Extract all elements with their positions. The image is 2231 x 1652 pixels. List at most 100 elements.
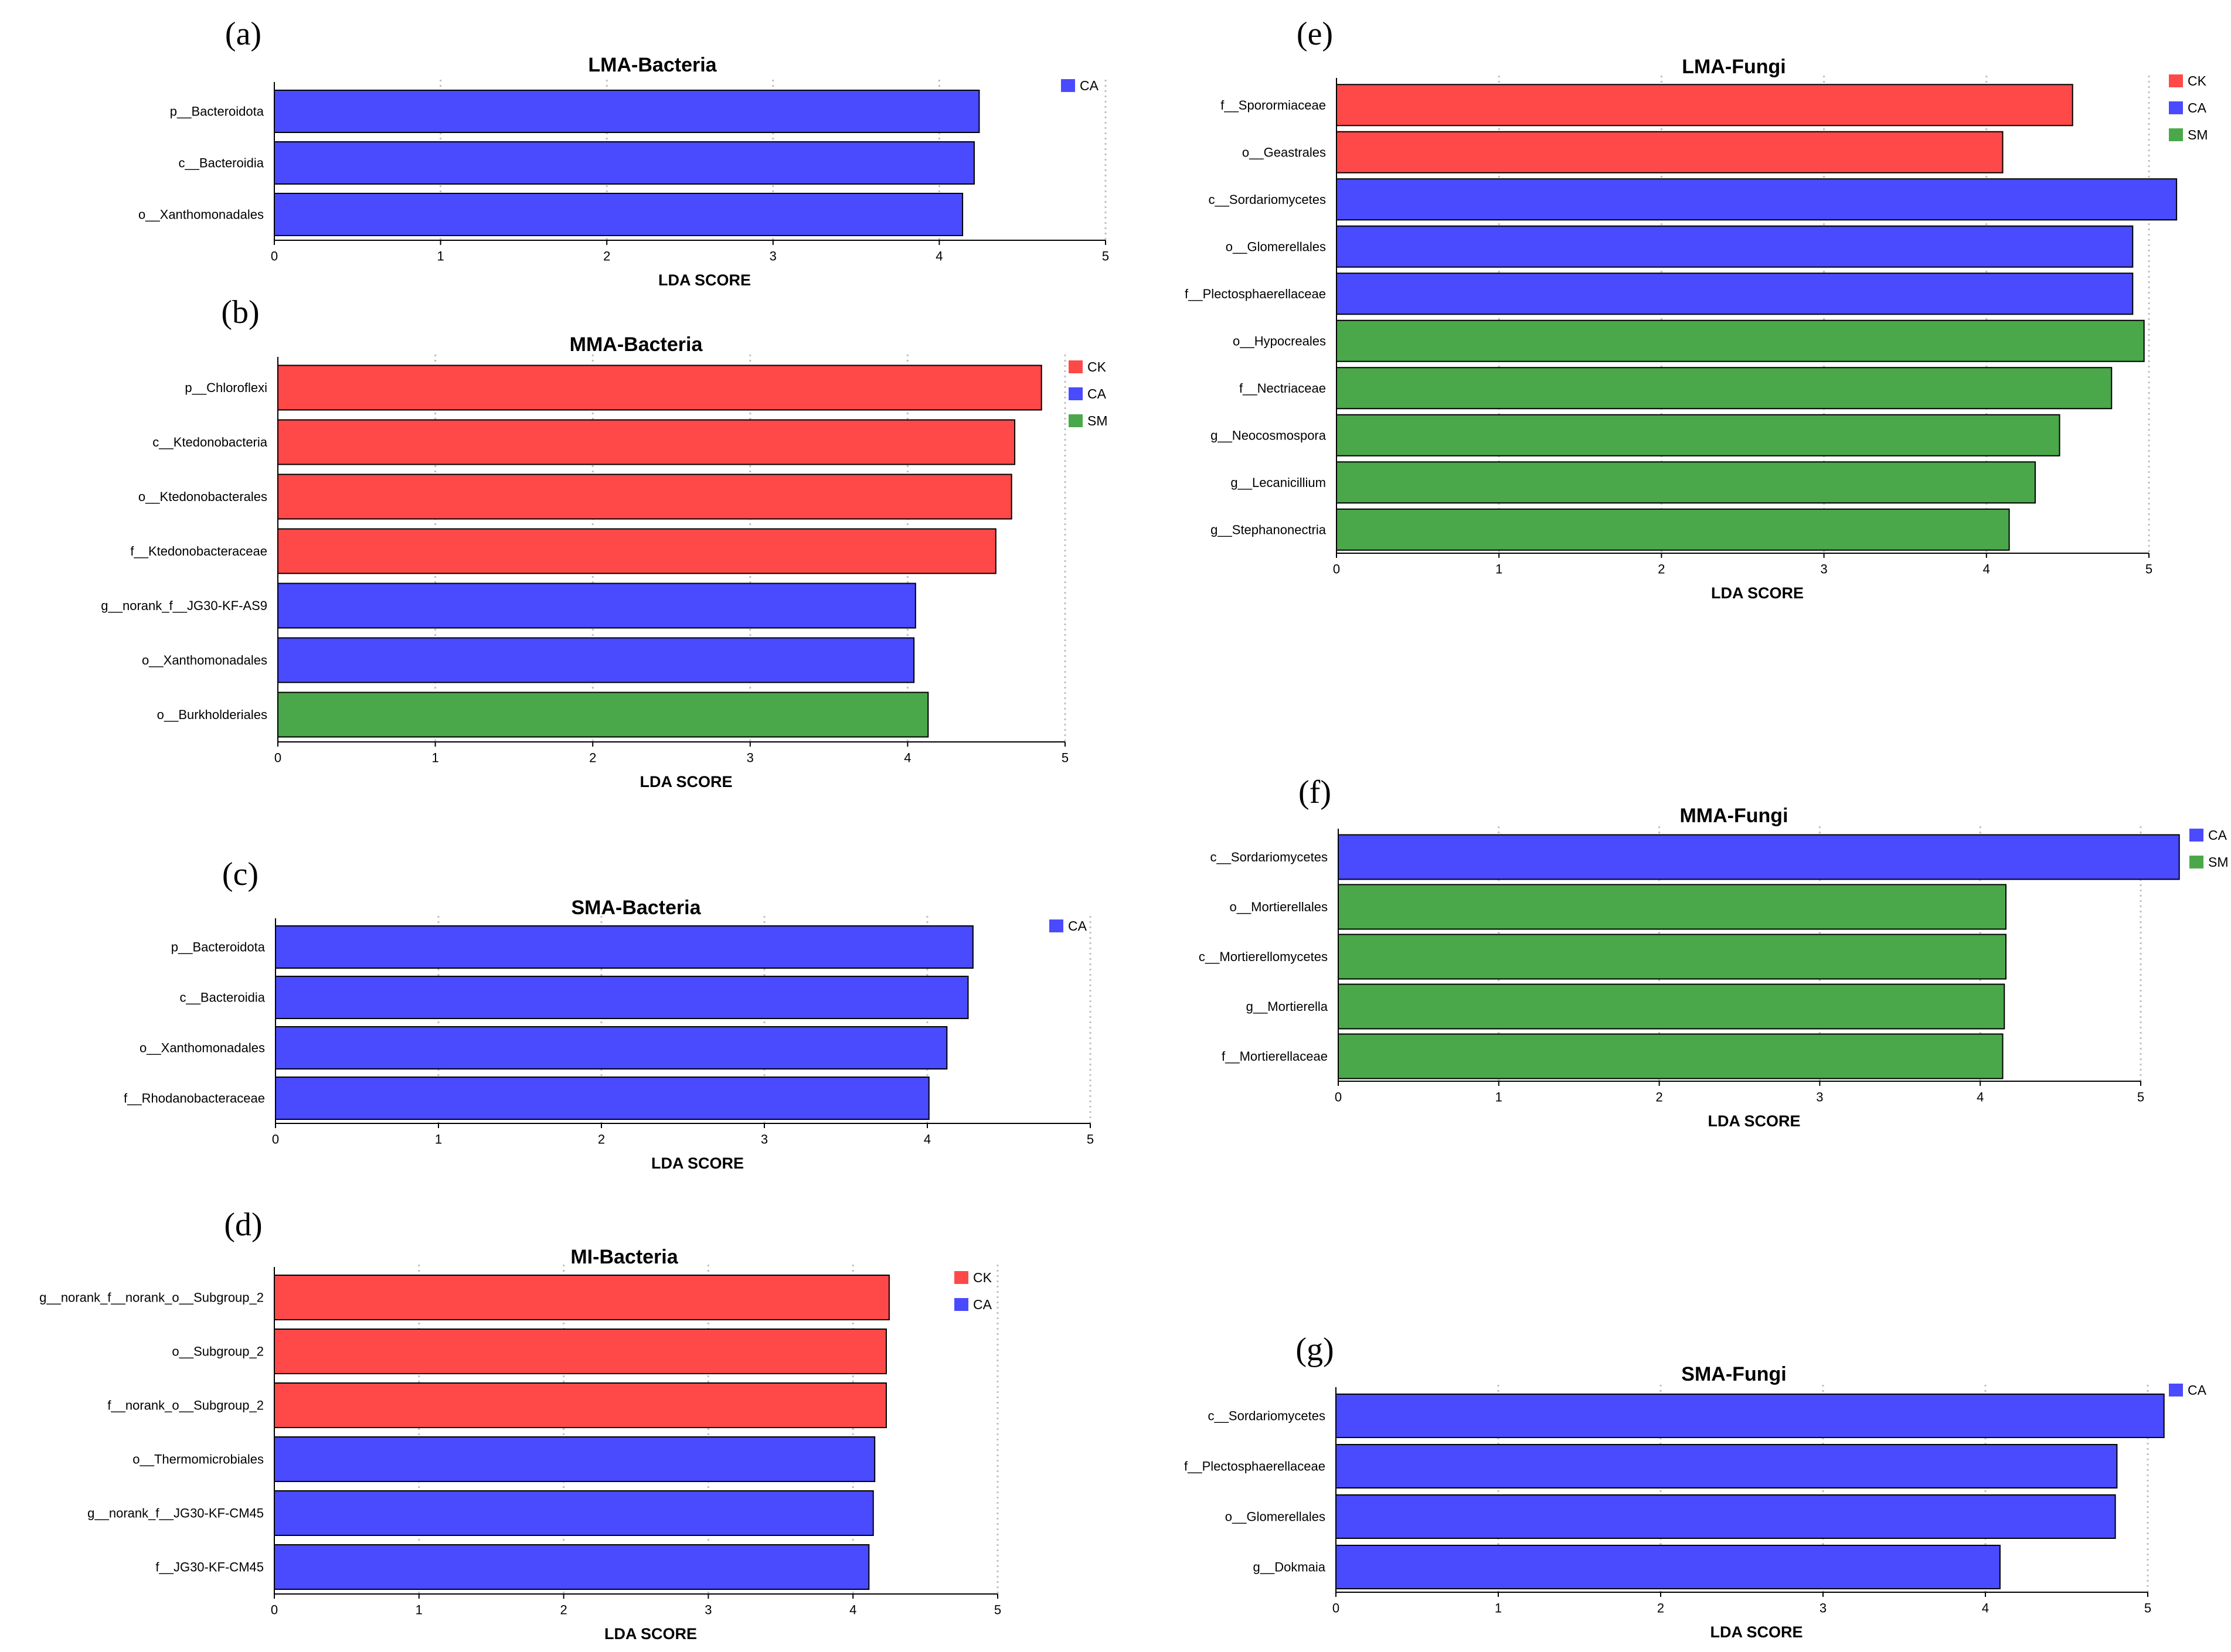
legend-swatch (1061, 79, 1075, 92)
x-tick-label: 2 (1658, 562, 1665, 577)
x-tick-label: 1 (1495, 1601, 1502, 1616)
chart-title: SMA-Bacteria (571, 897, 701, 919)
category-label: f__JG30-KF-CM45 (155, 1560, 264, 1575)
chart-panel: (d) MI-Bacteria g__norank_f__norank_o__Sub… (39, 1207, 1001, 1643)
x-tick-label: 3 (1816, 1090, 1823, 1105)
x-tick-label: 5 (994, 1603, 1001, 1617)
x-tick-label: 0 (274, 751, 281, 765)
chart-panel: (e) LMA-Fungi f__Sporormiaceae o__Geastrale… (1185, 16, 2208, 602)
panel-letter: (e) (1297, 16, 1333, 52)
bar (274, 1329, 887, 1374)
category-label: o__Glomerellales (1226, 239, 1326, 254)
category-label: o__Xanthomonadales (138, 207, 264, 222)
x-tick-label: 5 (1102, 249, 1109, 264)
x-tick-label: 2 (603, 249, 610, 264)
legend-swatch (1069, 387, 1083, 400)
bar (274, 1275, 890, 1320)
x-tick-label: 4 (924, 1132, 931, 1147)
panel-letter: (c) (222, 856, 259, 893)
bar (275, 1026, 948, 1069)
category-label: o__Mortierellales (1229, 900, 1328, 914)
legend-label: CK (2188, 73, 2207, 88)
category-label: g__Stephanonectria (1210, 522, 1327, 537)
x-tick-label: 0 (1333, 562, 1340, 577)
category-label: c__Ktedonobacteria (152, 435, 267, 449)
bar (277, 637, 915, 683)
legend-label: CA (2188, 1382, 2207, 1398)
bar (1336, 84, 2073, 127)
legend-swatch (954, 1298, 968, 1311)
x-axis-title: LDA SCORE (1710, 1623, 1803, 1641)
category-label: f__norank_o__Subgroup_2 (107, 1398, 264, 1413)
category-label: f__Rhodanobacteraceae (124, 1091, 265, 1106)
bar (274, 193, 964, 236)
legend-swatch (2169, 74, 2183, 87)
category-label: g__norank_f__JG30-KF-AS9 (101, 598, 267, 613)
chart-title: MMA-Bacteria (570, 333, 703, 356)
category-label: o__Geastrales (1242, 145, 1326, 159)
x-tick-label: 5 (1087, 1132, 1094, 1147)
x-tick-label: 2 (1655, 1090, 1662, 1105)
category-label: g__Lecanicillium (1230, 475, 1326, 490)
category-label: g__norank_f__JG30-KF-CM45 (87, 1506, 264, 1521)
x-tick-label: 3 (761, 1132, 768, 1147)
x-tick-label: 0 (272, 1132, 279, 1147)
category-label: f__Sporormiaceae (1220, 98, 1326, 113)
bar (1336, 508, 2010, 551)
x-tick-label: 4 (904, 751, 911, 765)
bar (1336, 131, 2004, 173)
category-label: c__Sordariomycetes (1210, 850, 1328, 864)
x-axis-title: LDA SCORE (640, 773, 732, 791)
x-tick-label: 3 (1820, 1601, 1827, 1616)
x-tick-label: 3 (1820, 562, 1827, 577)
x-axis-title: LDA SCORE (604, 1625, 697, 1643)
bar (1336, 178, 2178, 221)
legend-label: CA (2188, 100, 2207, 115)
category-label: o__Thermomicrobiales (132, 1452, 264, 1467)
legend-label: CA (1087, 386, 1107, 401)
legend-swatch (2189, 856, 2203, 868)
legend-swatch (1069, 414, 1083, 427)
category-label: f__Nectriaceae (1239, 381, 1326, 396)
bar (1335, 1444, 2118, 1488)
category-label: g__Dokmaia (1253, 1560, 1325, 1575)
legend-label: CA (2208, 827, 2227, 843)
chart-panel: (f) MMA-Fungi c__Sordariomycetes o__Mortier… (1199, 774, 2229, 1130)
bar (1336, 414, 2060, 457)
bar (277, 692, 929, 738)
x-tick-label: 0 (271, 249, 278, 264)
x-tick-label: 3 (770, 249, 777, 264)
bar (274, 90, 980, 133)
x-tick-label: 2 (598, 1132, 605, 1147)
x-tick-label: 2 (589, 751, 596, 765)
bar (274, 1436, 876, 1482)
category-label: o__Ktedonobacterales (138, 489, 267, 504)
legend-label: SM (2188, 127, 2208, 142)
legend-swatch (2169, 101, 2183, 114)
chart-title: MI-Bacteria (570, 1246, 678, 1268)
category-label: g__Neocosmospora (1210, 428, 1327, 442)
bar (275, 925, 974, 969)
legend-swatch (1069, 360, 1083, 373)
panel-letter: (a) (225, 16, 261, 52)
bar (277, 528, 997, 574)
bar (277, 365, 1042, 411)
x-tick-label: 3 (747, 751, 754, 765)
x-tick-label: 4 (1977, 1090, 1984, 1105)
x-tick-label: 1 (1495, 562, 1502, 577)
chart-title: LMA-Bacteria (588, 54, 717, 76)
x-axis-title: LDA SCORE (1711, 584, 1804, 602)
x-tick-label: 1 (1495, 1090, 1502, 1105)
panel-letter: (d) (224, 1207, 262, 1243)
category-label: c__Bacteroidia (179, 990, 265, 1005)
bar (275, 1077, 930, 1120)
legend-swatch (2169, 128, 2183, 141)
bar (1338, 983, 2005, 1030)
bar (274, 141, 975, 185)
x-tick-label: 4 (936, 249, 943, 264)
panel-letter: (g) (1295, 1331, 1334, 1368)
bar (1336, 367, 2113, 410)
bar (1338, 1033, 2004, 1079)
bar (275, 976, 969, 1019)
